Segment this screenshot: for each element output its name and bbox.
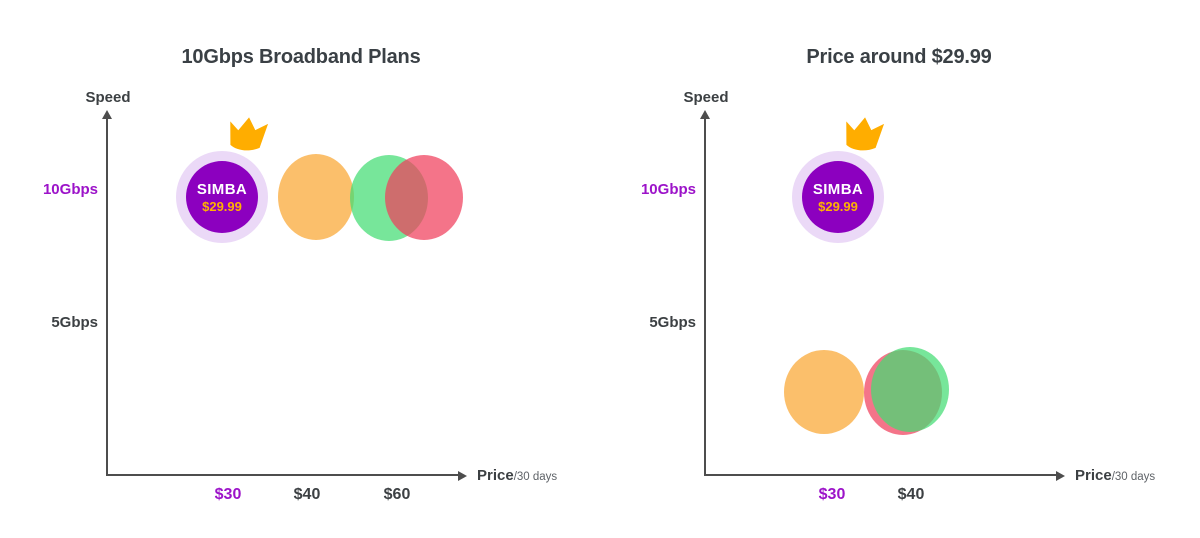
left-simba-bubble: SIMBA $29.99	[176, 151, 268, 243]
left-crown-icon	[230, 117, 269, 151]
left-y-axis-label: Speed	[85, 89, 131, 106]
right-competitor-green-bubble	[871, 347, 949, 432]
left-ytick-10gbps: 10Gbps	[42, 181, 98, 198]
right-y-axis-arrow-icon	[700, 110, 710, 119]
right-simba-name: SIMBA	[812, 180, 864, 198]
right-simba-bubble: SIMBA $29.99	[792, 151, 884, 243]
left-y-axis-arrow-icon	[102, 110, 112, 119]
left-x-axis-arrow-icon	[458, 471, 467, 481]
right-competitor-orange-bubble	[784, 350, 864, 434]
left-simba-name: SIMBA	[196, 180, 248, 198]
left-simba-core: SIMBA $29.99	[186, 161, 258, 233]
left-simba-price: $29.99	[202, 198, 242, 214]
right-xtick-30: $30	[818, 486, 846, 503]
left-ytick-5gbps: 5Gbps	[51, 314, 98, 331]
right-simba-core: SIMBA $29.99	[802, 161, 874, 233]
right-x-axis-label-main: Price	[1075, 467, 1112, 484]
left-competitor-red-bubble	[385, 155, 463, 240]
left-competitor-orange-bubble	[278, 154, 354, 240]
right-ytick-5gbps: 5Gbps	[649, 314, 696, 331]
right-x-axis-line	[704, 474, 1057, 476]
left-xtick-60: $60	[383, 486, 411, 503]
left-x-axis-label-main: Price	[477, 467, 514, 484]
right-simba-price: $29.99	[818, 198, 858, 214]
right-x-axis-arrow-icon	[1056, 471, 1065, 481]
right-y-axis-label: Speed	[683, 89, 729, 106]
left-xtick-30: $30	[214, 486, 242, 503]
right-crown-icon	[846, 117, 885, 151]
right-y-axis-line	[704, 118, 706, 475]
left-y-axis-line	[106, 118, 108, 475]
right-x-axis-label: Price/30 days	[1075, 467, 1155, 484]
left-xtick-40: $40	[293, 486, 321, 503]
right-xtick-40: $40	[897, 486, 925, 503]
right-chart-title: Price around $29.99	[806, 46, 992, 68]
left-chart-title: 10Gbps Broadband Plans	[181, 46, 421, 68]
left-x-axis-label-suffix: /30 days	[513, 471, 558, 483]
right-ytick-10gbps: 10Gbps	[640, 181, 696, 198]
right-x-axis-label-suffix: /30 days	[1111, 471, 1156, 483]
left-x-axis-line	[106, 474, 459, 476]
left-x-axis-label: Price/30 days	[477, 467, 557, 484]
